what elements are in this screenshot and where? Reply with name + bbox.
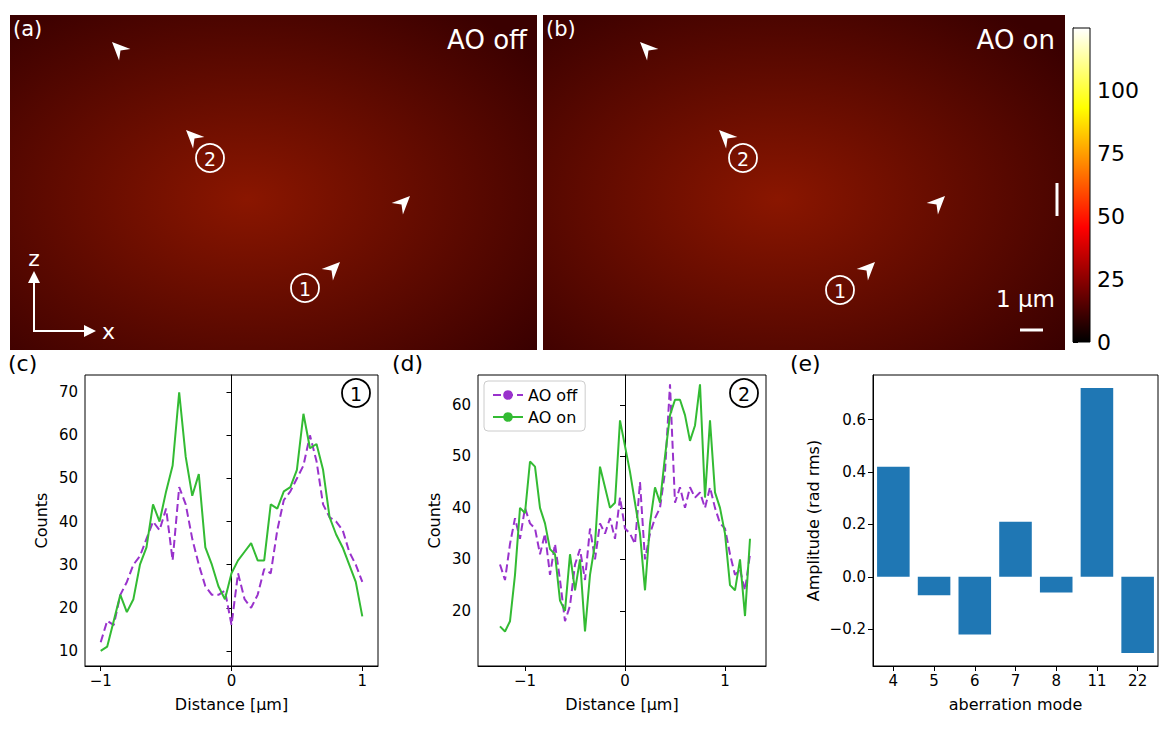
svg-text:25: 25 [1097, 267, 1125, 292]
svg-text:70: 70 [59, 383, 78, 401]
svg-text:20: 20 [59, 599, 78, 617]
svg-text:(e): (e) [790, 351, 821, 376]
svg-text:30: 30 [452, 550, 471, 568]
svg-text:AO on: AO on [528, 408, 576, 427]
svg-text:20: 20 [452, 602, 471, 620]
svg-text:2: 2 [204, 148, 216, 170]
svg-text:0.6: 0.6 [842, 411, 866, 429]
svg-text:50: 50 [59, 469, 78, 487]
svg-text:−1: −1 [514, 672, 536, 690]
svg-text:0.2: 0.2 [842, 515, 866, 533]
svg-text:1: 1 [299, 278, 311, 300]
svg-text:−0.2: −0.2 [830, 620, 866, 638]
svg-text:40: 40 [452, 499, 471, 517]
svg-text:aberration mode: aberration mode [949, 695, 1083, 714]
svg-text:50: 50 [452, 447, 471, 465]
svg-text:11: 11 [1087, 672, 1106, 690]
svg-text:0: 0 [1097, 330, 1111, 355]
svg-text:(c): (c) [8, 351, 37, 376]
svg-text:Distance [µm]: Distance [µm] [565, 695, 678, 714]
svg-text:(b): (b) [546, 17, 576, 41]
svg-text:0: 0 [620, 672, 630, 690]
svg-text:1 µm: 1 µm [996, 286, 1055, 312]
svg-text:0: 0 [227, 672, 237, 690]
svg-text:(d): (d) [392, 351, 423, 376]
svg-text:8: 8 [1051, 672, 1061, 690]
svg-text:10: 10 [59, 642, 78, 660]
svg-text:1: 1 [358, 672, 368, 690]
svg-text:AO off: AO off [447, 25, 528, 55]
svg-text:z: z [28, 246, 40, 271]
svg-text:100: 100 [1097, 78, 1139, 103]
svg-text:75: 75 [1097, 141, 1125, 166]
svg-text:5: 5 [929, 672, 939, 690]
svg-text:1: 1 [350, 383, 362, 405]
svg-text:2: 2 [737, 148, 749, 170]
svg-text:x: x [102, 319, 115, 344]
svg-text:60: 60 [452, 396, 471, 414]
svg-text:6: 6 [970, 672, 980, 690]
svg-text:0.0: 0.0 [842, 568, 866, 586]
svg-text:0.4: 0.4 [842, 463, 866, 481]
svg-text:7: 7 [1011, 672, 1021, 690]
svg-text:30: 30 [59, 556, 78, 574]
svg-text:AO on: AO on [977, 25, 1055, 55]
svg-text:2: 2 [738, 383, 750, 405]
svg-text:(a): (a) [13, 17, 42, 41]
svg-text:Counts: Counts [425, 493, 444, 549]
svg-text:Counts: Counts [32, 493, 51, 549]
svg-text:1: 1 [834, 280, 846, 302]
svg-text:1: 1 [720, 672, 730, 690]
svg-text:AO off: AO off [528, 386, 578, 405]
svg-text:50: 50 [1097, 204, 1125, 229]
svg-text:−1: −1 [90, 672, 112, 690]
svg-text:40: 40 [59, 513, 78, 531]
svg-text:4: 4 [889, 672, 899, 690]
svg-text:22: 22 [1128, 672, 1147, 690]
svg-text:60: 60 [59, 426, 78, 444]
svg-text:Distance [µm]: Distance [µm] [175, 695, 288, 714]
svg-text:Amplitude (rad rms): Amplitude (rad rms) [804, 440, 823, 601]
